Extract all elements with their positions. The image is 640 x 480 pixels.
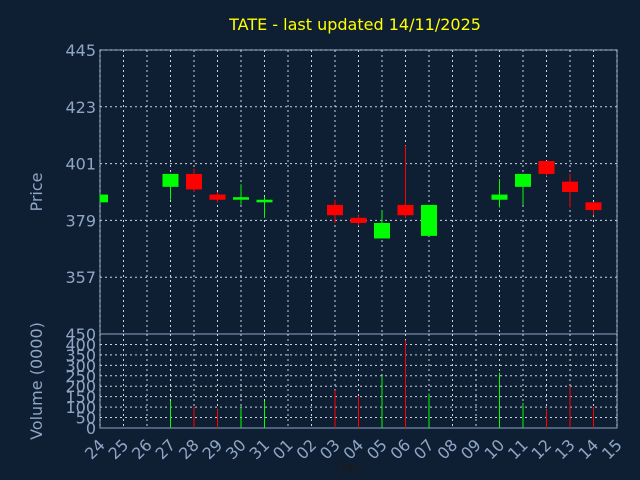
candle-body: [515, 173, 531, 187]
volume-tick-label: 400: [65, 335, 96, 354]
candle-body: [256, 199, 273, 203]
candle-body: [538, 161, 555, 174]
candle-body: [162, 173, 179, 187]
candle-body: [350, 217, 367, 223]
candle-body: [585, 202, 602, 211]
candle-body: [209, 194, 226, 200]
volume-tick-label: 250: [65, 367, 96, 386]
candle-body: [374, 222, 390, 239]
x-axis-label: Day: [334, 460, 362, 476]
price-axis-label: Price: [27, 172, 46, 211]
candle-body: [562, 181, 578, 192]
candle-body: [100, 194, 108, 203]
candle-body: [186, 173, 202, 190]
volume-tick-label: 300: [65, 356, 96, 375]
x-tick-label: 15: [598, 435, 626, 463]
chart-title: TATE - last updated 14/11/2025: [228, 15, 481, 34]
volume-tick-label: 50: [76, 409, 96, 428]
price-tick-label: 423: [65, 98, 96, 117]
volume-tick-label: 200: [65, 377, 96, 396]
volume-tick-label: 450: [65, 325, 96, 344]
price-tick-label: 445: [65, 41, 96, 60]
candle-body: [421, 204, 437, 236]
volume-tick-label: 0: [86, 419, 96, 438]
candle-body: [327, 204, 343, 216]
price-tick-label: 401: [65, 155, 96, 174]
candle-body: [397, 204, 414, 216]
volume-axis-label: Volume (0000): [27, 322, 46, 440]
price-panel: 357 379 401 423 445: [65, 41, 618, 335]
volume-tick-label: 350: [65, 346, 96, 365]
volume-tick-label: 150: [65, 388, 96, 407]
volume-tick-label: 100: [65, 398, 96, 417]
price-tick-label: 379: [65, 211, 96, 230]
candle-body: [233, 197, 249, 200]
candle-body: [491, 194, 508, 200]
price-tick-label: 357: [65, 268, 96, 287]
